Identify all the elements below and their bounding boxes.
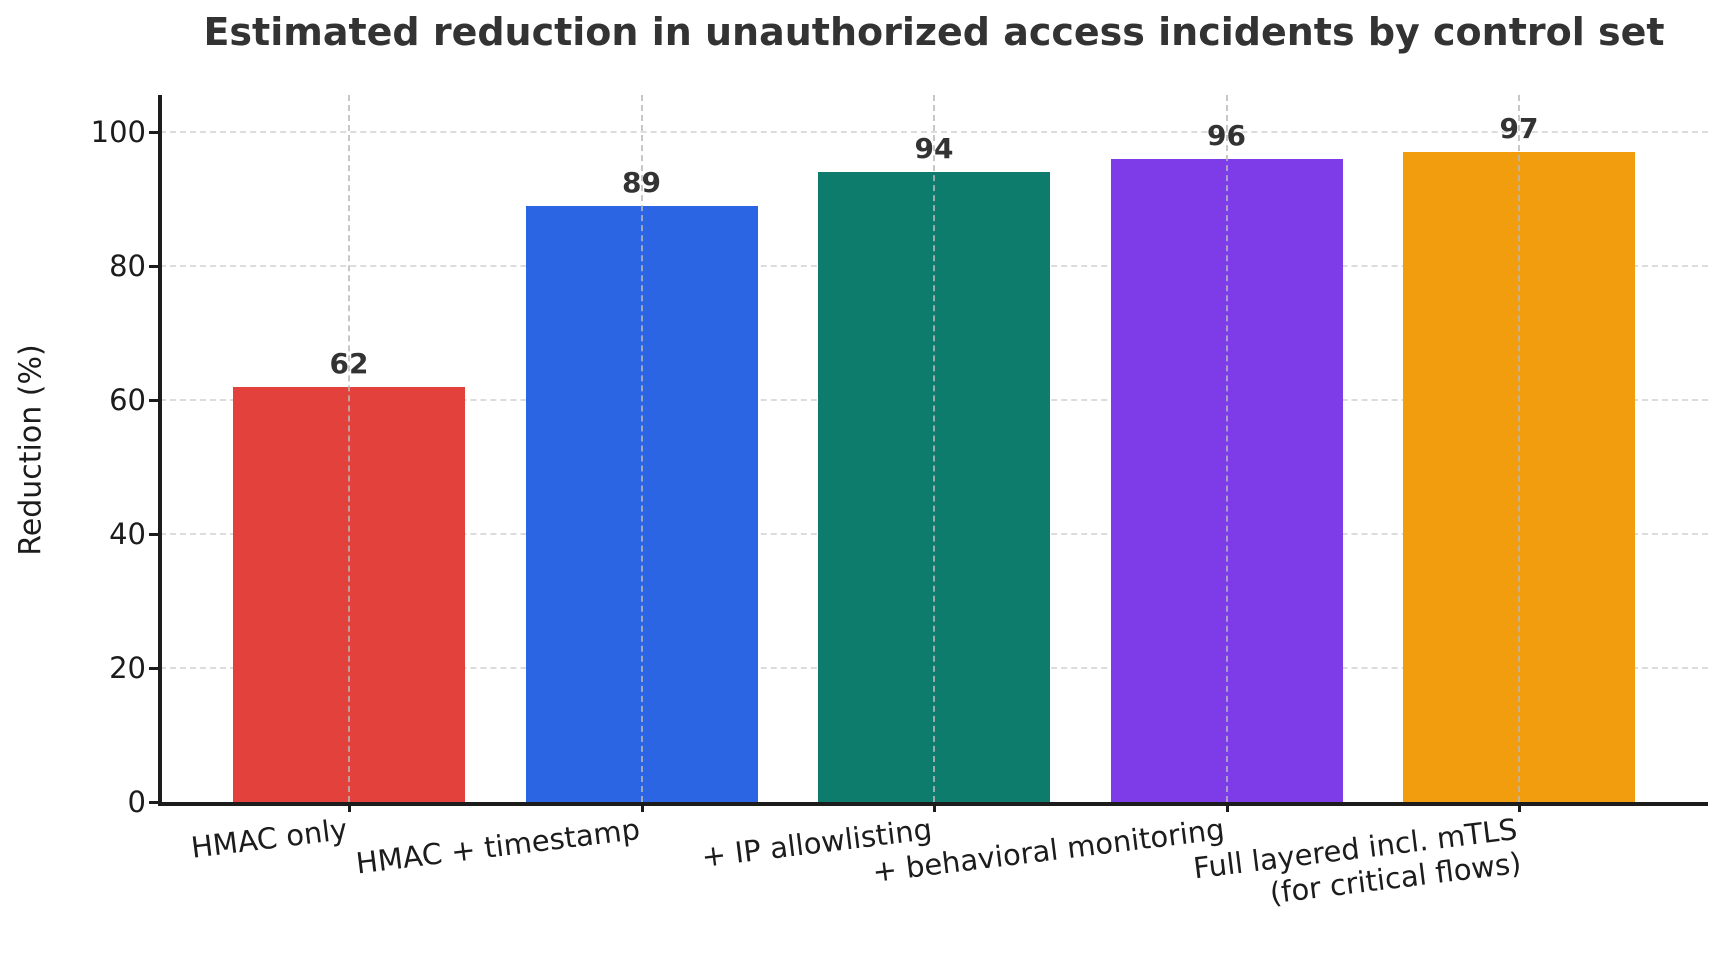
bar-value-label: 97 (1499, 112, 1539, 146)
x-axis-spine (158, 802, 1708, 806)
x-tick-label-hmac-only: HMAC only (189, 812, 350, 865)
y-tick-mark (149, 667, 158, 670)
y-tick-mark (149, 801, 158, 804)
v-gridline (348, 95, 350, 802)
y-tick-mark (149, 399, 158, 402)
x-tick-mark (1518, 803, 1521, 812)
y-tick-label: 60 (109, 383, 146, 417)
y-tick-label: 80 (109, 249, 146, 283)
y-axis-spine (158, 95, 162, 805)
x-tick-mark (1225, 803, 1229, 812)
bar-value-label: 89 (622, 165, 661, 199)
y-tick-mark (149, 533, 158, 536)
x-tick-mark (348, 803, 351, 812)
y-tick-label: 100 (90, 115, 146, 149)
y-tick-mark (149, 265, 158, 268)
v-gridline (640, 95, 643, 802)
x-tick-mark (640, 803, 644, 812)
x-tick-label-hmac-timestamp: HMAC + timestamp (354, 812, 642, 881)
bar-value-label: 94 (914, 132, 954, 166)
bar-value-label: 96 (1207, 118, 1246, 152)
bar-value-label: 62 (329, 346, 369, 380)
y-tick-label: 20 (109, 651, 146, 685)
x-tick-label-full-layered-incl-mtls-for-critical-flows: Full layered incl. mTLS (for critical flo… (1191, 812, 1524, 911)
x-tick-mark (933, 803, 936, 812)
v-gridline (1518, 95, 1520, 802)
v-gridline (1225, 95, 1228, 802)
chart-title: Estimated reduction in unauthorized acce… (203, 10, 1665, 54)
y-tick-label: 0 (127, 785, 146, 819)
v-gridline (933, 95, 935, 802)
y-tick-label: 40 (109, 517, 146, 551)
y-tick-mark (149, 131, 158, 134)
